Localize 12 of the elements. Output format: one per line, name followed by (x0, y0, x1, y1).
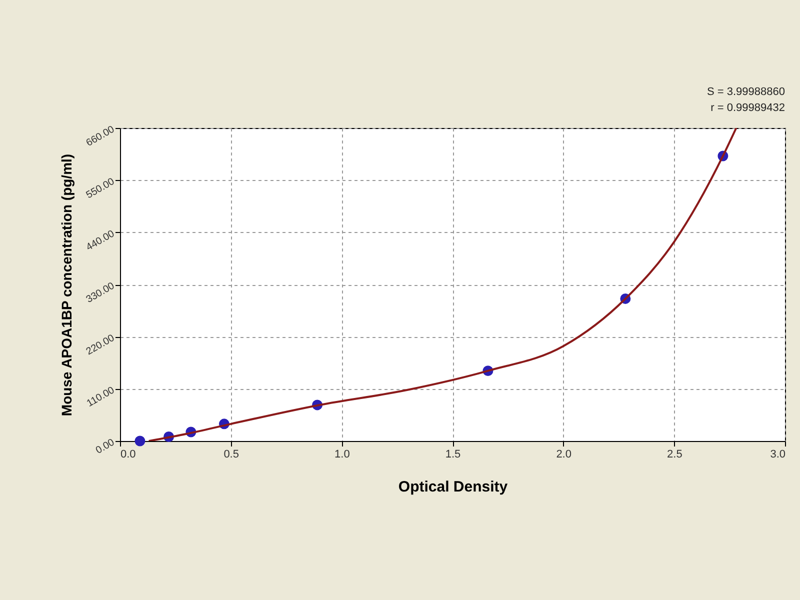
y-tick-label: 0.00 (94, 436, 117, 456)
x-tick-label: 0.5 (224, 448, 239, 460)
x-tick-label: 1.0 (334, 448, 350, 460)
x-axis-title: Optical Density (398, 478, 508, 496)
x-tick-label: 1.5 (445, 448, 461, 460)
y-axis-title: Mouse APOA1BP concentration (pg/ml) (58, 154, 75, 416)
x-tick-label: 0.0 (120, 448, 136, 460)
x-tick-label: 3.0 (770, 448, 786, 460)
x-tick-label: 2.0 (556, 448, 572, 460)
x-tick-label: 2.5 (667, 448, 682, 460)
text: S = 3.99988860 (707, 86, 785, 98)
text: r = 0.99989432 (710, 102, 785, 114)
